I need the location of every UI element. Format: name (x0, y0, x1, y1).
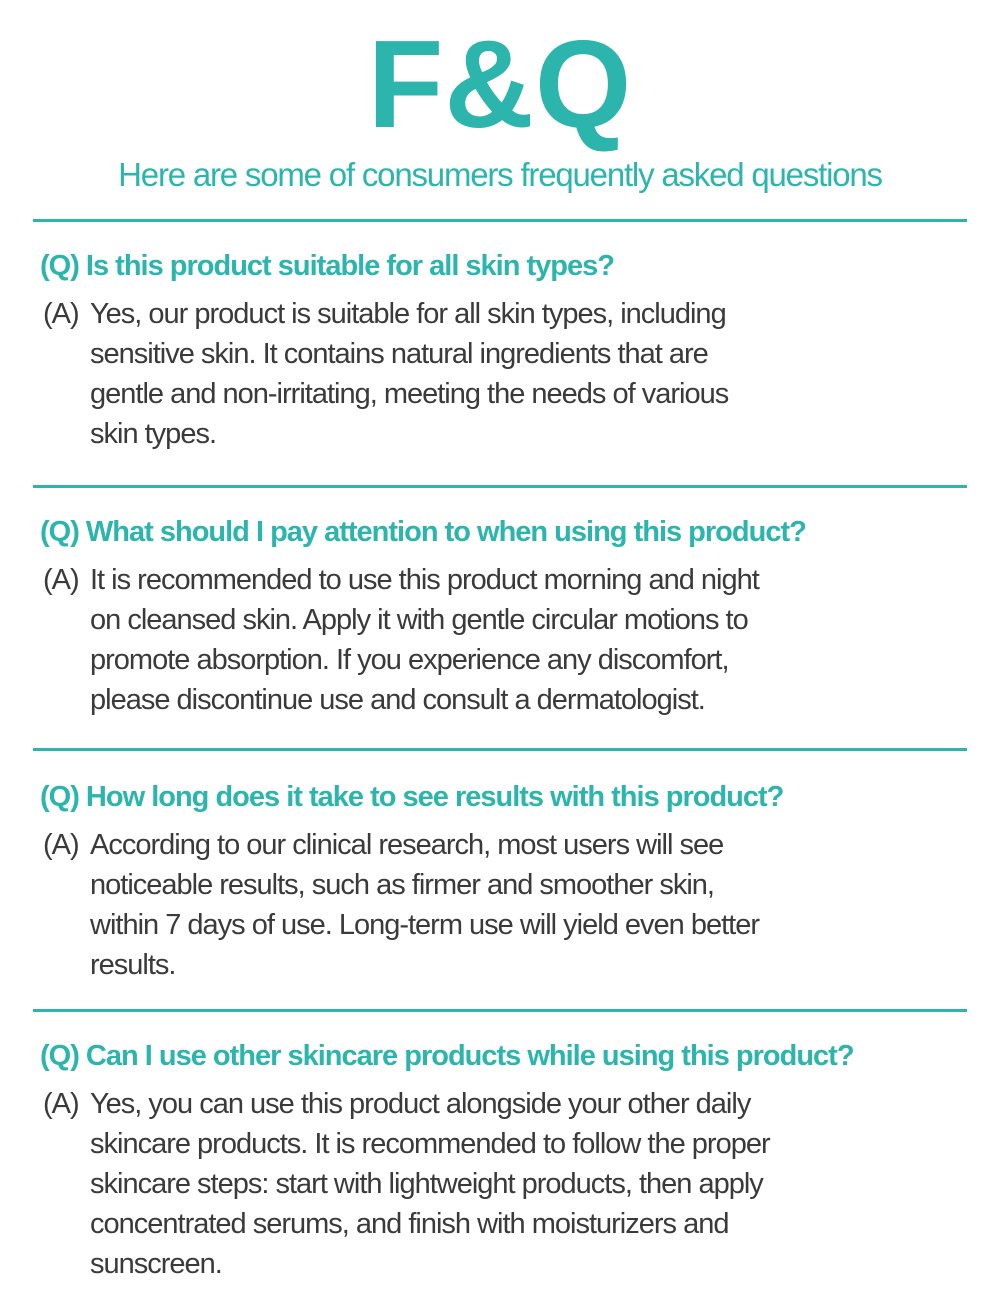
answer-line: It is recommended to use this product mo… (90, 564, 760, 596)
answer-line: According to our clinical research, most… (90, 829, 724, 861)
faq-question: (Q) Is this product suitable for all ski… (40, 250, 615, 282)
page-title: F&Q (367, 16, 633, 154)
answer-line: Yes, you can use this product alongside … (90, 1088, 751, 1120)
divider (33, 485, 967, 488)
answer-line: within 7 days of use. Long-term use will… (90, 909, 760, 941)
faq-item: (Q) Is this product suitable for all ski… (40, 246, 980, 454)
answer-prefix: (A) (43, 564, 80, 596)
faq-item: (Q) What should I pay attention to when … (40, 512, 980, 720)
divider (33, 1009, 967, 1012)
answer-line: skincare products. It is recommended to … (90, 1128, 771, 1160)
answer-line: promote absorption. If you experience an… (90, 644, 730, 676)
answer-line: noticeable results, such as firmer and s… (90, 869, 715, 901)
faq-item: (Q) How long does it take to see results… (40, 777, 980, 985)
faq-item: (Q) Can I use other skincare products wh… (40, 1036, 980, 1284)
faq-question: (Q) How long does it take to see results… (40, 781, 784, 813)
answer-line: concentrated serums, and finish with moi… (90, 1208, 729, 1240)
divider (33, 748, 967, 751)
answer-prefix: (A) (43, 829, 80, 861)
faq-question: (Q) What should I pay attention to when … (40, 516, 807, 548)
faq-answer: (A) It is recommended to use this produc… (40, 560, 980, 720)
answer-line: sunscreen. (90, 1248, 223, 1280)
faq-answer: (A) According to our clinical research, … (40, 825, 980, 985)
answer-prefix: (A) (43, 1088, 80, 1120)
divider (33, 219, 967, 222)
answer-line: please discontinue use and consult a der… (90, 684, 706, 716)
answer-line: results. (90, 949, 176, 981)
faq-answer: (A) Yes, our product is suitable for all… (40, 294, 980, 454)
faq-question: (Q) Can I use other skincare products wh… (40, 1040, 855, 1072)
answer-line: skin types. (90, 418, 217, 450)
answer-line: sensitive skin. It contains natural ingr… (90, 338, 709, 370)
answer-line: gentle and non-irritating, meeting the n… (90, 378, 729, 410)
answer-line: on cleansed skin. Apply it with gentle c… (90, 604, 749, 636)
answer-line: Yes, our product is suitable for all ski… (90, 298, 727, 330)
answer-prefix: (A) (43, 298, 80, 330)
page-subtitle: Here are some of consumers frequently as… (118, 156, 883, 193)
faq-answer: (A) Yes, you can use this product alongs… (40, 1084, 980, 1284)
answer-line: skincare steps: start with lightweight p… (90, 1168, 764, 1200)
